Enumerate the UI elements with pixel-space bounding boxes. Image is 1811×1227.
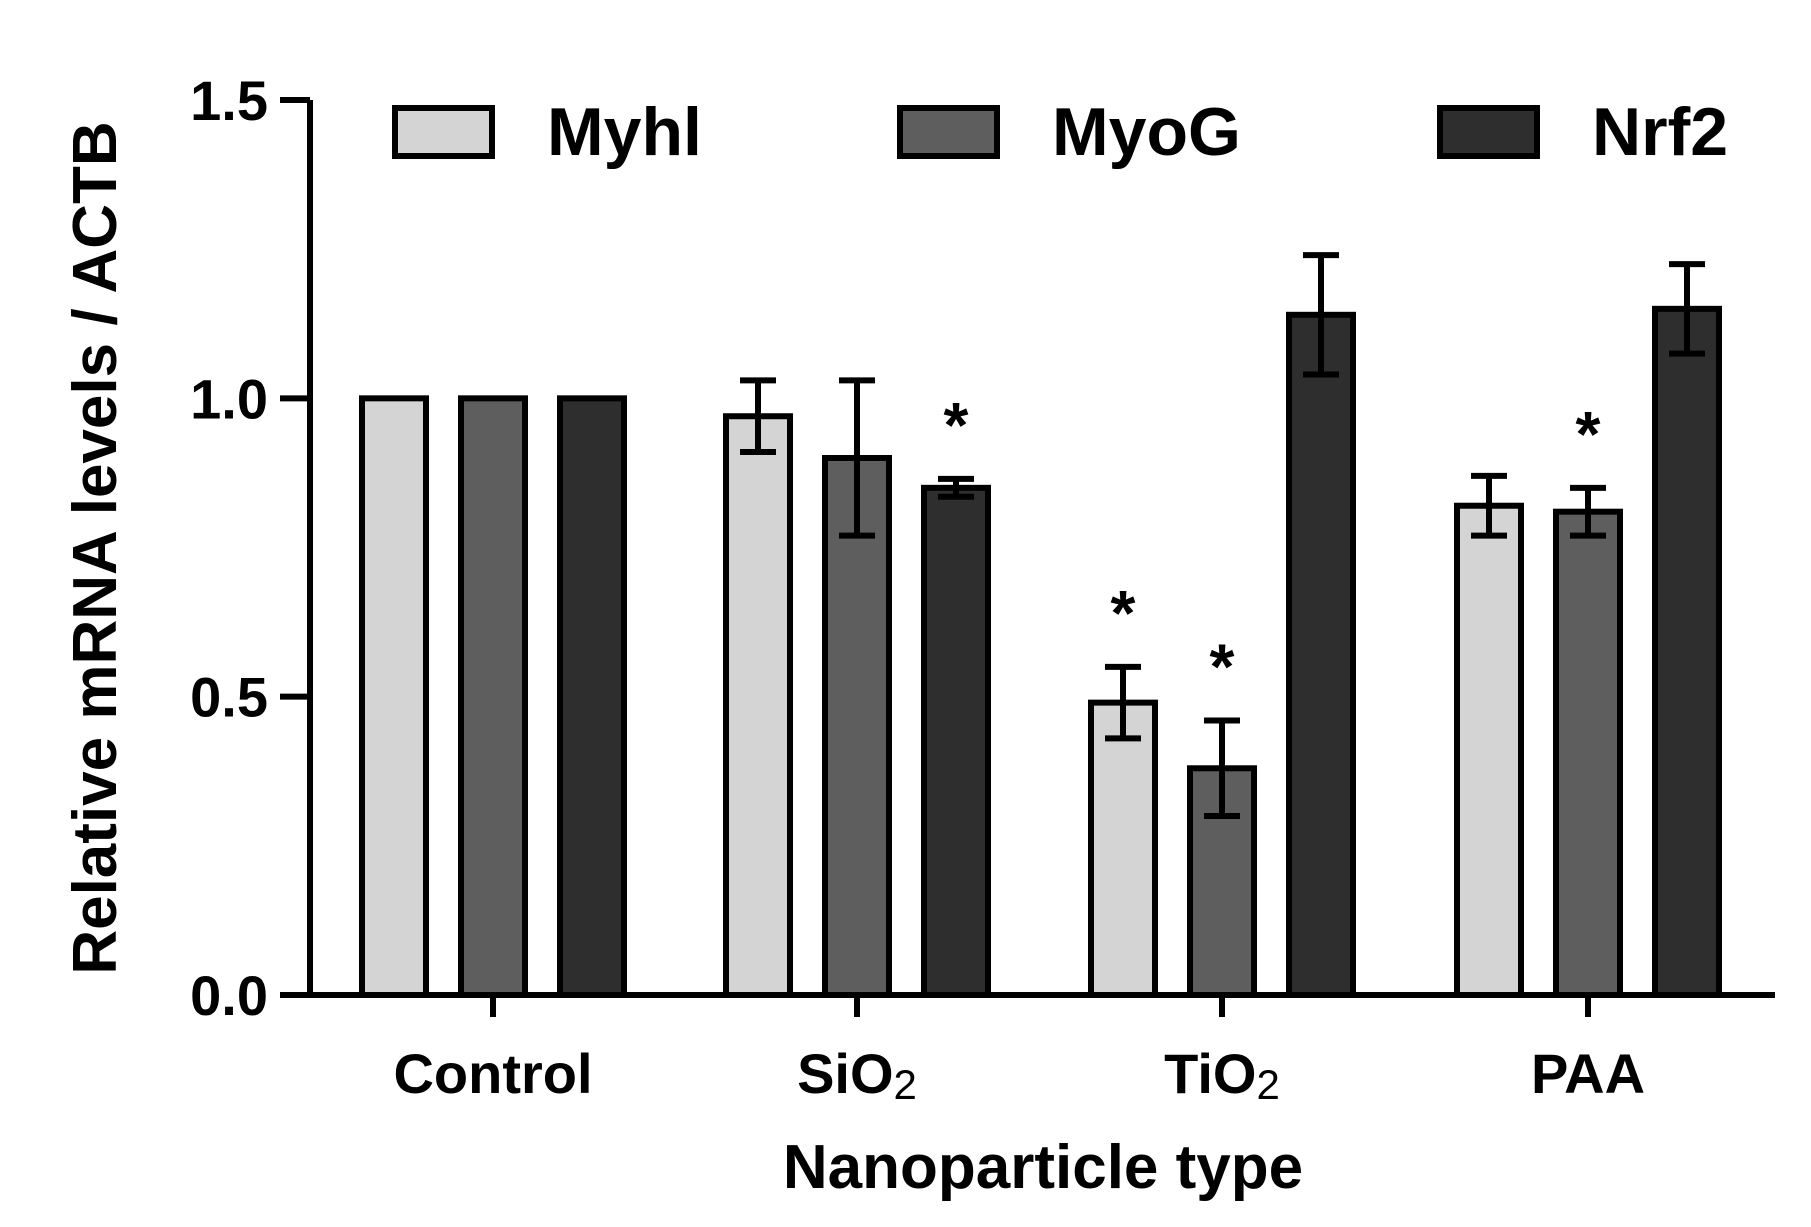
significance-marker: * [944, 389, 969, 461]
error-bar [938, 475, 974, 500]
legend-label: Myhl [547, 94, 702, 170]
x-category-label: SiO2 [797, 1042, 917, 1108]
error-bar [1303, 252, 1339, 378]
legend-item-nrf2: Nrf2 [1437, 94, 1728, 170]
significance-marker: * [1111, 577, 1136, 649]
error-bar [1471, 472, 1507, 539]
legend: Myhl MyoG Nrf2 [392, 94, 1728, 170]
bar-myhl [359, 395, 429, 999]
bar-myhl [1088, 699, 1158, 999]
y-tick-label: 1.5 [190, 69, 268, 132]
legend-item-myhl: Myhl [392, 94, 702, 170]
error-bar [1570, 484, 1606, 539]
error-bar [1669, 261, 1705, 357]
legend-swatch [392, 105, 495, 159]
bar-nrf2 [1286, 311, 1356, 998]
significance-marker: * [1576, 398, 1601, 470]
bar-myog [458, 395, 528, 999]
y-axis-title: Relative mRNA levels / ACTB [61, 121, 130, 974]
bar-myog [1553, 508, 1623, 998]
bar-nrf2 [557, 395, 627, 999]
y-tick-label: 1.0 [190, 367, 268, 430]
bars-layer: * * * * [359, 252, 1722, 999]
axes-layer [303, 100, 1775, 998]
x-category-label: PAA [1531, 1042, 1645, 1105]
error-bar [1105, 663, 1141, 742]
error-bar [740, 377, 776, 456]
x-category-label: Control [393, 1042, 592, 1105]
legend-swatch [1437, 105, 1540, 159]
bar-nrf2 [921, 484, 991, 998]
legend-label: Nrf2 [1592, 94, 1728, 170]
legend-item-myog: MyoG [897, 94, 1241, 170]
legend-label: MyoG [1052, 94, 1241, 170]
error-bar [839, 377, 875, 539]
significance-marker: * [1210, 631, 1235, 703]
x-category-label: TiO2 [1164, 1042, 1280, 1108]
x-axis-title: Nanoparticle type [783, 1133, 1303, 1202]
error-bar [1204, 717, 1240, 819]
y-tick-label: 0.0 [190, 964, 268, 1027]
y-tick-label: 0.5 [190, 666, 268, 729]
legend-swatch [897, 105, 1000, 159]
bar-nrf2 [1652, 305, 1722, 999]
x-ticks: Control SiO2 TiO2 PAA [393, 995, 1645, 1108]
y-ticks: 0.0 0.5 1.0 1.5 [190, 69, 310, 1027]
bar-myhl [1454, 502, 1524, 998]
bar-myhl [723, 413, 793, 998]
